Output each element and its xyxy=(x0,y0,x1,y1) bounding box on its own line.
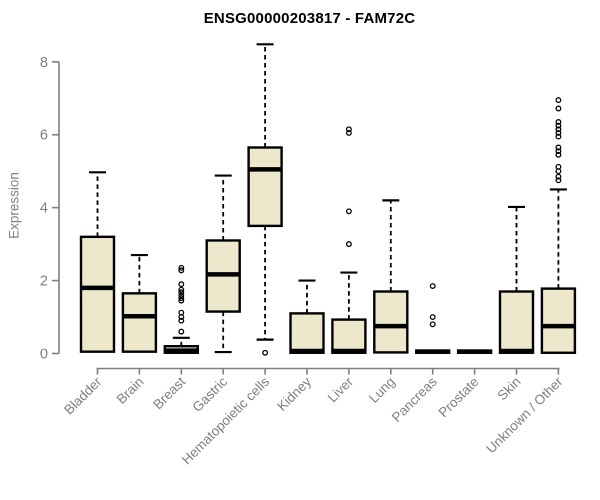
boxplot-breast xyxy=(163,264,200,354)
outlier-point xyxy=(555,97,562,104)
outlier-point xyxy=(178,328,185,335)
boxplot-bladder xyxy=(79,171,116,353)
boxplot-gastric xyxy=(205,174,241,354)
outlier-point xyxy=(555,144,562,151)
box xyxy=(498,290,535,354)
outlier-point xyxy=(555,129,562,136)
boxplot-lung xyxy=(373,199,409,354)
y-tick-label: 6 xyxy=(40,128,48,144)
x-tick-label-liver: Liver xyxy=(325,374,357,406)
x-tick-label-skin: Skin xyxy=(494,374,523,403)
box xyxy=(79,235,116,353)
boxplot-kidney xyxy=(289,279,325,354)
outlier-point xyxy=(178,281,185,288)
boxplot-unknown-other xyxy=(540,97,577,354)
outlier-point xyxy=(555,168,562,175)
y-tick-label: 2 xyxy=(40,274,48,290)
outlier-point xyxy=(555,151,562,158)
outlier-point xyxy=(178,264,185,271)
outlier-point xyxy=(345,208,352,215)
boxplot-skin xyxy=(498,205,535,354)
box xyxy=(289,312,325,354)
x-tick-label-lung: Lung xyxy=(366,374,398,406)
outlier-point xyxy=(555,173,562,180)
x-tick-label-kidney: Kidney xyxy=(274,374,314,414)
outlier-point xyxy=(262,349,269,356)
outlier-point xyxy=(345,129,352,136)
box xyxy=(331,318,367,354)
x-tick-label-pancreas: Pancreas xyxy=(389,374,440,425)
outlier-point xyxy=(178,286,185,293)
outlier-point xyxy=(555,177,562,184)
outlier-point xyxy=(178,297,185,304)
outlier-point xyxy=(178,292,185,299)
y-tick-label: 0 xyxy=(40,347,48,363)
boxplot-brain xyxy=(121,253,158,353)
boxplot-liver xyxy=(331,126,367,354)
outlier-point xyxy=(555,105,562,112)
y-axis: 0 2 4 6 8 xyxy=(40,55,60,363)
outlier-point xyxy=(555,148,562,155)
outlier-point xyxy=(429,314,436,320)
y-tick-label: 8 xyxy=(40,55,48,71)
outlier-point xyxy=(429,321,436,328)
outlier-point xyxy=(178,317,185,324)
boxplot-hematopoietic-cells xyxy=(247,43,283,356)
outlier-point xyxy=(555,133,562,140)
outlier-point xyxy=(178,267,185,274)
outlier-point xyxy=(429,283,436,289)
y-tick-label: 4 xyxy=(40,201,48,217)
x-tick-label-unknown-other: Unknown / Other xyxy=(483,374,566,457)
x-tick-label-brain: Brain xyxy=(114,374,147,407)
outlier-point xyxy=(345,126,352,133)
outlier-point xyxy=(178,295,185,302)
x-tick-label-prostate: Prostate xyxy=(436,374,482,420)
box xyxy=(247,146,283,228)
outlier-point xyxy=(178,314,185,320)
outlier-point xyxy=(555,119,562,125)
x-tick-label-gastric: Gastric xyxy=(189,374,230,415)
outlier-point xyxy=(178,289,185,296)
box xyxy=(373,290,409,354)
x-tick-label-bladder: Bladder xyxy=(61,374,105,418)
outlier-point xyxy=(555,122,562,129)
box xyxy=(121,292,158,353)
chart-title: ENSG00000203817 - FAM72C xyxy=(203,10,416,27)
x-tick-label-breast: Breast xyxy=(150,374,188,412)
box xyxy=(540,287,577,354)
outlier-point xyxy=(345,241,352,248)
boxplot-prostate xyxy=(456,349,493,354)
boxplot-pancreas xyxy=(415,283,451,354)
outlier-point xyxy=(555,126,562,133)
